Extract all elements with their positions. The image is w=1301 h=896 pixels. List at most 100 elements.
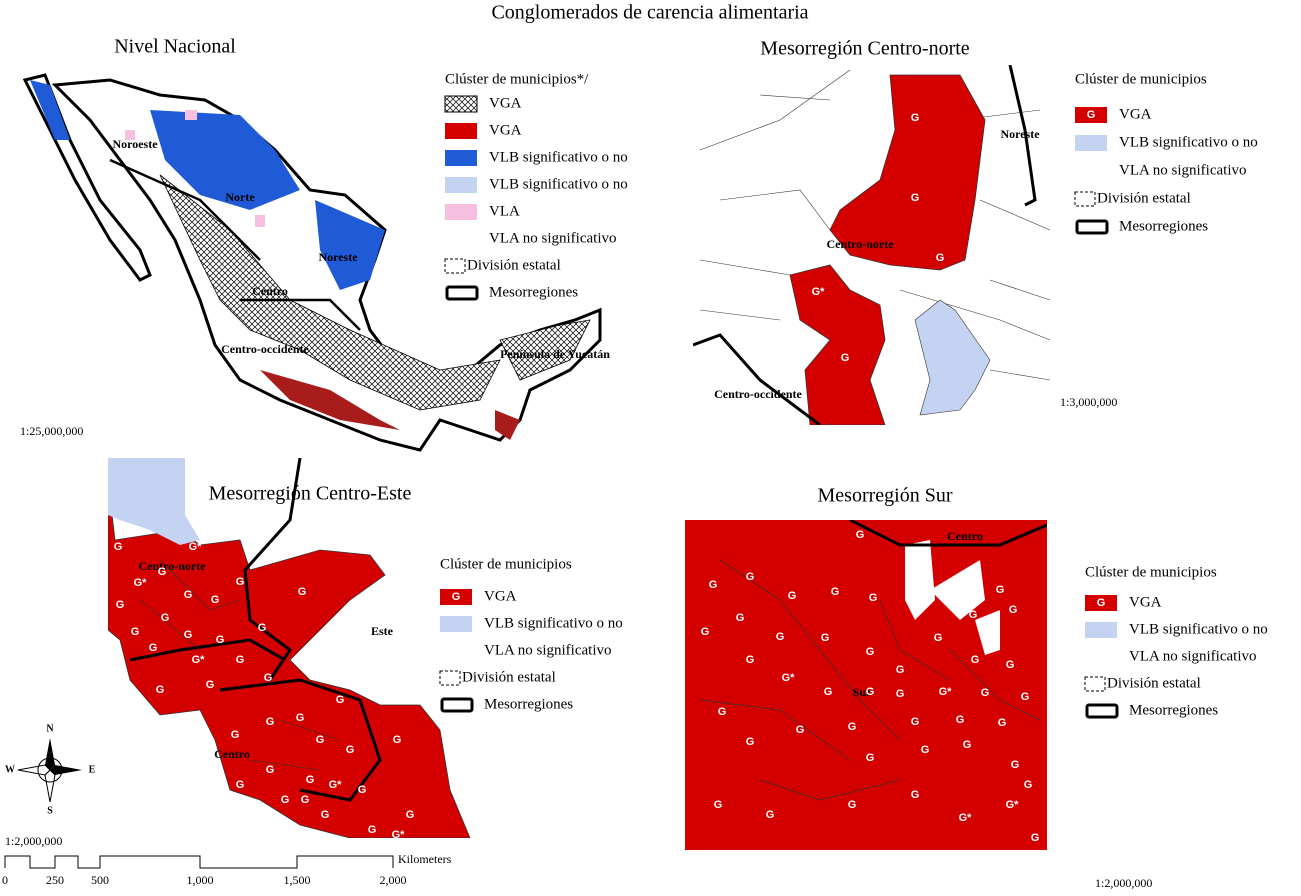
region-label: Centro: [947, 529, 983, 543]
cluster-marker: G: [231, 729, 240, 741]
legend-title: Clúster de municipios*/: [445, 71, 589, 87]
legend-swatch: [445, 285, 479, 301]
legend-title: Clúster de municipios: [1085, 564, 1217, 580]
legend-swatch: [1084, 676, 1106, 692]
cluster-marker: G: [848, 721, 857, 733]
sur-map: [685, 520, 1047, 850]
legend-swatch: [444, 95, 478, 113]
cluster-marker: G*: [134, 577, 148, 589]
legend-symbol: G: [1097, 597, 1106, 609]
cluster-marker: G: [266, 716, 275, 728]
region-label: Centro-norte: [826, 237, 894, 251]
cluster-marker: G*: [959, 812, 973, 824]
cluster-marker: G: [971, 654, 980, 666]
cluster-marker: G: [841, 352, 850, 364]
region-label: Sur: [853, 685, 872, 699]
cluster-marker: G: [316, 734, 325, 746]
legend-label: VLA no significativo: [489, 230, 617, 246]
cluster-marker: G: [1031, 832, 1040, 844]
cluster-marker: G: [131, 626, 140, 638]
cluster-marker: G: [911, 112, 920, 124]
scale-bar: 1:2,000,000 Kilometers: [4, 834, 452, 869]
cluster-marker: G: [336, 694, 345, 706]
cluster-marker: G: [956, 714, 965, 726]
region-label: Noreste: [318, 250, 358, 264]
cluster-marker: G: [296, 712, 305, 724]
legend-label: División estatal: [462, 669, 556, 685]
scale-tick-label: 2,000: [380, 873, 407, 887]
legend-label: VGA: [489, 95, 522, 111]
cluster-marker: G: [236, 779, 245, 791]
cluster-marker: G: [266, 764, 275, 776]
region-label: Centro-occidente: [221, 342, 309, 356]
cluster-marker: G: [393, 734, 402, 746]
cluster-marker: G: [114, 541, 123, 553]
cluster-marker: G: [149, 642, 158, 654]
legend-swatch: [445, 204, 477, 220]
scale-tick-label: 0: [2, 873, 8, 887]
cluster-marker: G: [211, 594, 220, 606]
cluster-marker: G*: [1006, 799, 1020, 811]
legend-label: VLA: [489, 203, 520, 219]
cluster-marker: G: [796, 724, 805, 736]
scale-tick-label: 1,500: [284, 873, 311, 887]
legend-symbol: G: [1087, 109, 1096, 121]
cluster-marker: G: [776, 631, 785, 643]
cluster-marker: G*: [782, 672, 796, 684]
cluster-marker: G: [156, 684, 165, 696]
cluster-marker: G: [996, 584, 1005, 596]
cluster-marker: G*: [392, 829, 406, 841]
cluster-marker: G: [709, 579, 718, 591]
legend-label: VLB significativo o no: [1119, 134, 1258, 150]
cluster-marker: G: [911, 716, 920, 728]
legend-label: VLA no significativo: [1129, 648, 1257, 664]
cluster-marker: G: [911, 789, 920, 801]
scale-tick-label: 1,000: [187, 873, 214, 887]
scale-ratio: 1:2,000,000: [1095, 876, 1152, 890]
cluster-marker: G: [1021, 691, 1030, 703]
legend-swatch: [1085, 622, 1117, 638]
legend-label: División estatal: [1107, 675, 1201, 691]
region-label: Norte: [225, 190, 255, 204]
cluster-marker: G: [896, 664, 905, 676]
cluster-marker: G: [866, 686, 875, 698]
compass-s: S: [47, 805, 53, 816]
scale-tick-label: 250: [46, 873, 64, 887]
scale-ratio: 1:25,000,000: [20, 424, 83, 438]
region-label: Centro-norte: [138, 559, 206, 573]
region-label: Noreste: [1000, 127, 1040, 141]
cluster-marker: G: [1009, 604, 1018, 616]
cluster-marker: G: [358, 784, 367, 796]
cluster-marker: G: [346, 744, 355, 756]
legend-swatch: [444, 258, 466, 274]
region-label: Noroeste: [112, 137, 158, 151]
cluster-marker: G: [936, 252, 945, 264]
legend-label: Mesorregiones: [484, 696, 573, 712]
national-map: [22, 73, 602, 452]
cluster-marker: G: [236, 654, 245, 666]
cluster-marker: G: [368, 824, 377, 836]
panel-title: Mesorregión Centro-norte: [760, 38, 970, 60]
legend-label: VGA: [1129, 594, 1162, 610]
panel-title: Nivel Nacional: [114, 36, 236, 58]
cluster-marker: G*: [939, 686, 953, 698]
legend-swatch: [445, 150, 477, 166]
legend-label: Mesorregiones: [489, 284, 578, 300]
legend-swatch: [1075, 107, 1107, 123]
cluster-marker: G: [1011, 759, 1020, 771]
cluster-marker: G: [831, 586, 840, 598]
legend-symbol: G: [452, 591, 461, 603]
cluster-marker: G: [264, 672, 273, 684]
cluster-marker: G: [206, 679, 215, 691]
cluster-marker: G: [896, 688, 905, 700]
cluster-marker: G: [321, 809, 330, 821]
legend-swatch: [1075, 219, 1109, 235]
legend-label: VLA no significativo: [1119, 162, 1247, 178]
legend-label: División estatal: [467, 257, 561, 273]
cluster-marker: G: [848, 799, 857, 811]
cluster-marker: G*: [329, 779, 343, 791]
legend-swatch: [1075, 135, 1107, 151]
cluster-marker: G: [998, 717, 1007, 729]
